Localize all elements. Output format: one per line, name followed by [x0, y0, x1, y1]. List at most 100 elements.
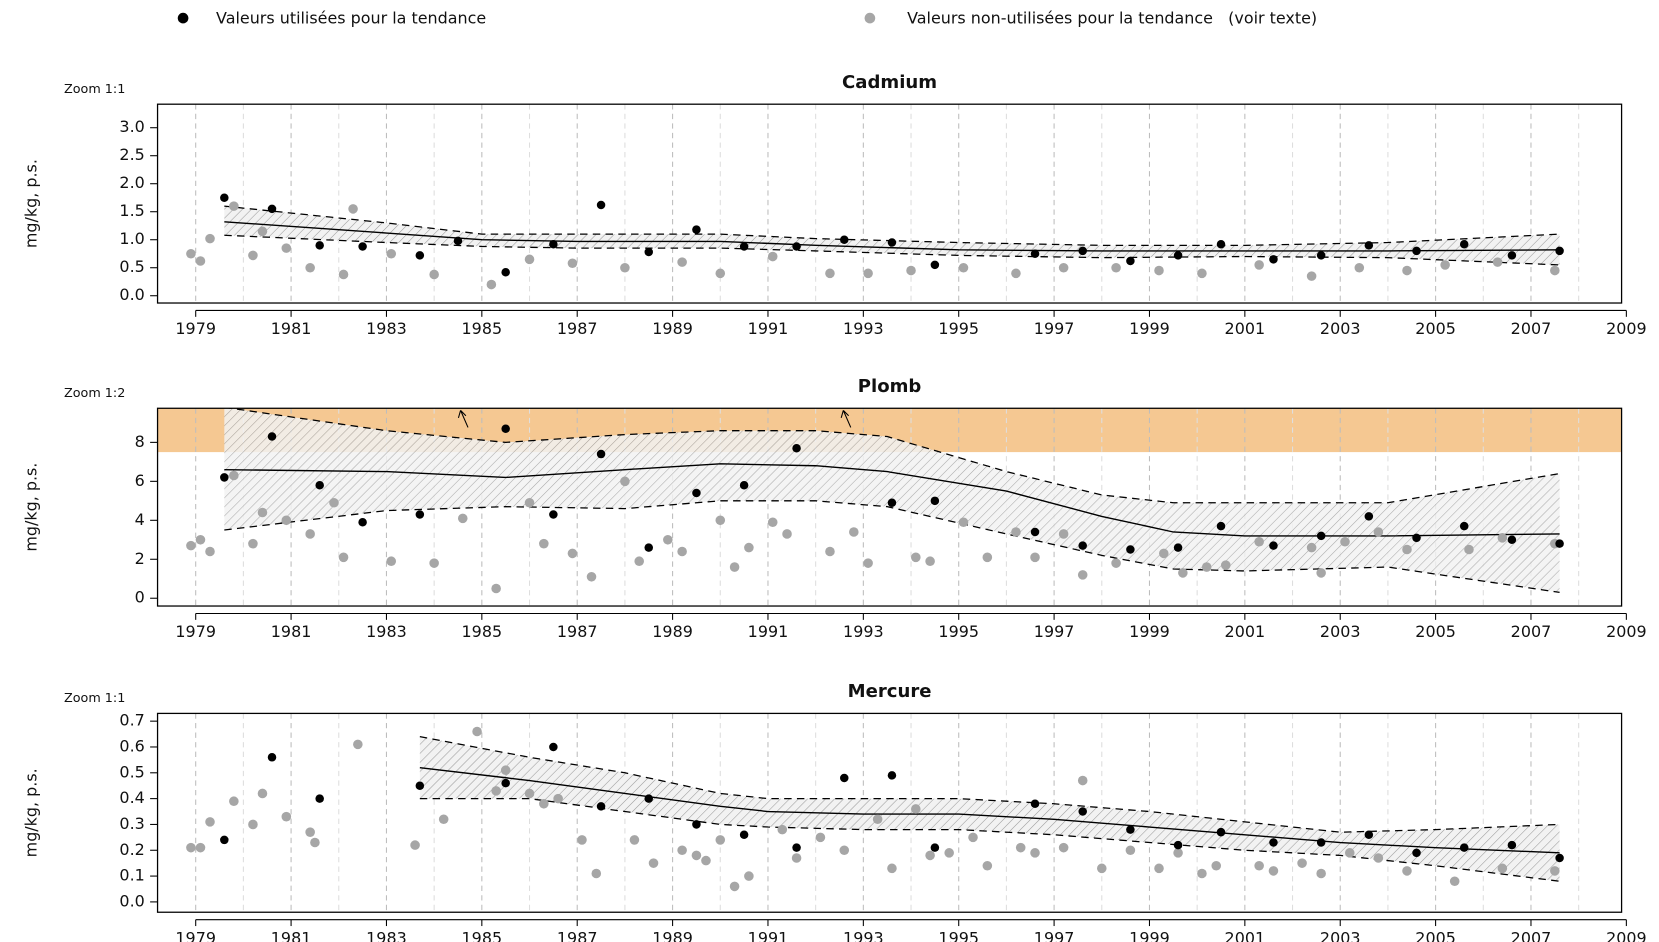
used-point: [930, 496, 940, 506]
unused-point: [524, 254, 535, 265]
used-point: [1269, 838, 1278, 847]
used-point: [887, 238, 897, 247]
unused-point: [491, 786, 501, 796]
used-point: [453, 236, 463, 246]
unused-point: [620, 262, 630, 273]
unused-point: [677, 257, 687, 267]
used-point: [1364, 241, 1374, 250]
x-tick-label: 1997: [1034, 928, 1075, 942]
used-point: [267, 432, 277, 441]
upper-bound: [224, 205, 1560, 246]
x-tick-label: 2005: [1415, 319, 1456, 338]
unused-point: [410, 840, 420, 850]
used-point: [739, 242, 749, 251]
lower-bound: [419, 797, 1560, 882]
unused-point: [1340, 536, 1350, 547]
used-point: [596, 449, 606, 459]
x-tick-label: 1991: [748, 319, 789, 338]
x-tick-label: 1993: [843, 622, 884, 641]
y-tick-label: 0.4: [119, 788, 144, 807]
unused-point: [1373, 853, 1384, 863]
unused-point: [539, 538, 549, 549]
unused-point: [195, 256, 206, 266]
unused-point: [553, 793, 563, 804]
used-point: [415, 781, 425, 790]
x-tick-label: 2001: [1225, 622, 1266, 641]
confidence-band: [224, 206, 1560, 265]
unused-point: [329, 497, 339, 508]
used-point: [792, 443, 801, 453]
used-point: [739, 830, 749, 840]
y-tick-label: 3.0: [119, 117, 144, 136]
unused-point: [281, 811, 292, 822]
unused-point: [429, 558, 439, 568]
x-tick-label: 1995: [938, 928, 979, 942]
y-tick-label: 1.5: [119, 201, 144, 220]
used-point: [887, 498, 897, 508]
unused-point: [1154, 265, 1164, 276]
unused-point: [1402, 866, 1412, 876]
legend-marker: [864, 12, 876, 24]
x-tick-label: 2009: [1606, 622, 1647, 641]
used-point: [1412, 246, 1421, 256]
x-tick-label: 1987: [557, 319, 598, 338]
unused-point: [1297, 858, 1307, 868]
unused-point: [195, 534, 206, 545]
unused-point: [457, 513, 468, 524]
unused-point: [1344, 848, 1355, 858]
used-point: [1126, 825, 1135, 834]
used-point: [644, 794, 653, 803]
unused-point: [863, 268, 873, 279]
unused-point: [648, 858, 659, 868]
used-point: [1412, 533, 1421, 543]
chart-title: Mercure: [848, 681, 932, 702]
unused-point: [1550, 866, 1560, 876]
unused-point: [1550, 265, 1560, 276]
unused-point: [257, 507, 268, 518]
plot-frame: [156, 103, 1623, 304]
unused-point: [677, 845, 687, 856]
unused-point: [982, 552, 993, 563]
unused-point: [911, 804, 921, 814]
used-point: [1459, 521, 1469, 531]
plot-frame: [156, 712, 1623, 913]
used-point: [501, 778, 510, 788]
y-tick-label: 0.2: [119, 840, 144, 859]
x-tick-label: 2001: [1225, 319, 1266, 338]
used-point: [692, 488, 701, 498]
used-point: [1269, 255, 1278, 264]
unused-point: [958, 262, 969, 273]
unused-point: [663, 534, 673, 545]
x-tick-label: 1981: [271, 622, 312, 641]
used-point: [644, 543, 653, 552]
y-axis-label: mg/kg, p.s.: [22, 159, 41, 248]
annotation: Zoom 1:1: [64, 691, 125, 706]
unused-point: [1011, 268, 1021, 279]
unused-point: [186, 540, 196, 551]
unused-point: [539, 798, 549, 809]
used-point: [692, 820, 701, 829]
y-tick-label: 6: [135, 471, 145, 490]
x-tick-label: 1979: [175, 622, 216, 641]
unused-point: [1402, 544, 1412, 555]
x-tick-label: 1999: [1129, 319, 1170, 338]
unused-point: [1058, 262, 1069, 273]
unused-point: [386, 248, 397, 259]
used-point: [1364, 830, 1374, 840]
unused-point: [1125, 845, 1136, 856]
unused-point: [1058, 842, 1069, 853]
unused-point: [1316, 868, 1326, 879]
upper-bound: [226, 408, 1560, 504]
unused-point: [1077, 570, 1088, 580]
used-point: [1030, 249, 1040, 258]
unused-point: [1173, 848, 1183, 858]
unused-point: [1178, 568, 1188, 578]
y-tick-label: 0: [135, 588, 145, 607]
unused-point: [767, 251, 778, 262]
unused-point: [777, 824, 788, 835]
used-point: [1316, 251, 1326, 260]
plot-area: [186, 713, 1580, 913]
unused-point: [1254, 536, 1264, 547]
unused-point: [338, 552, 349, 563]
x-tick-label: 1985: [462, 928, 503, 942]
